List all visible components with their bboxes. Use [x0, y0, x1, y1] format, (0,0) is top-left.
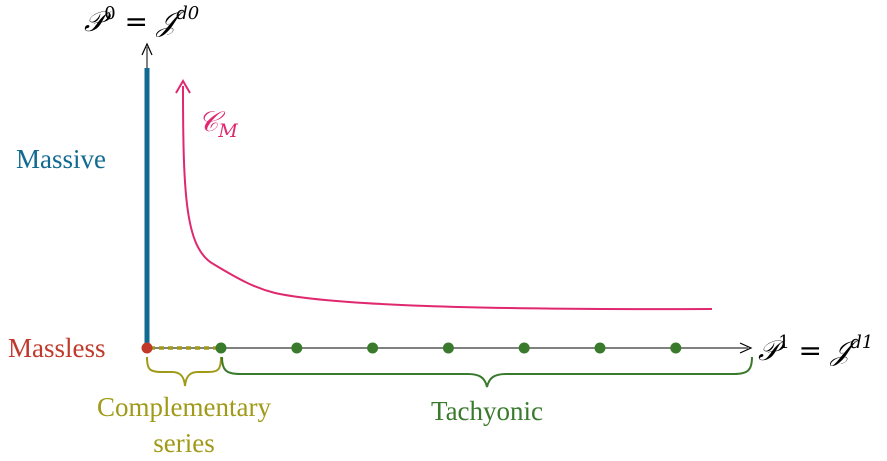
complementary-label-line1: Complementary — [97, 392, 271, 422]
complementary-label-line2: series — [153, 428, 214, 458]
tachyonic-point — [215, 342, 227, 354]
tachyonic-brace — [221, 356, 753, 388]
p1-eq: = — [790, 334, 831, 367]
complementary-brace — [146, 356, 222, 387]
p1-sup: 1 — [778, 332, 789, 353]
p0-sup: 0 — [104, 3, 115, 24]
tachyonic-label: Tachyonic — [431, 396, 543, 426]
tachyonic-point — [291, 342, 303, 354]
tachyonic-point — [442, 342, 454, 354]
contour-label: 𝒞M — [198, 105, 238, 142]
vertical-axis-label: 𝒫0 = 𝒥d0 — [84, 3, 199, 38]
horizontal-axis-arrowhead — [739, 342, 753, 354]
tachyonic-points — [215, 342, 682, 354]
massless-label: Massless — [8, 333, 106, 363]
j1-sup: d1 — [850, 332, 873, 353]
contour-curve — [182, 85, 713, 311]
p0-eq: = — [116, 5, 157, 38]
tachyonic-point — [367, 342, 379, 354]
tachyonic-point — [594, 342, 606, 354]
massive-label: Massive — [16, 144, 106, 174]
tachyonic-point — [518, 342, 530, 354]
vertical-axis-arrowhead — [141, 42, 153, 56]
tachyonic-point — [670, 342, 682, 354]
contour-subscript: M — [217, 120, 238, 142]
j0-sup: d0 — [176, 3, 199, 24]
horizontal-axis-label: 𝒫1 = 𝒥d1 — [758, 332, 873, 367]
massless-point — [141, 342, 153, 354]
contour-arrowhead — [175, 79, 191, 94]
